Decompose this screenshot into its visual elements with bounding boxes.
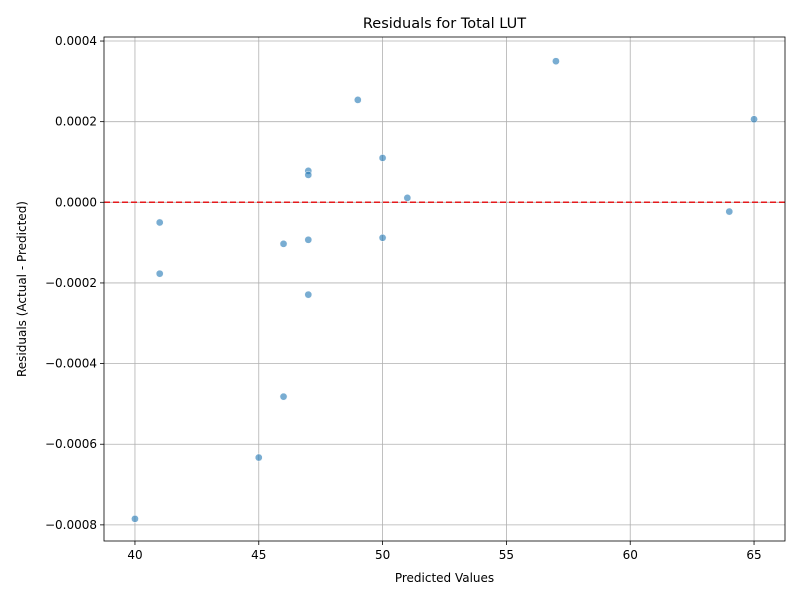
y-tick-label: 0.0002 bbox=[55, 115, 97, 129]
chart-title: Residuals for Total LUT bbox=[363, 16, 526, 32]
y-tick-label: −0.0008 bbox=[45, 518, 97, 532]
data-point bbox=[403, 194, 412, 202]
data-point bbox=[279, 239, 288, 248]
y-axis-ticks: −0.0008 −0.0006 −0.0004 −0.0002 0.0000 0.0002… bbox=[45, 34, 104, 532]
data-point bbox=[353, 96, 362, 104]
data-point bbox=[131, 514, 139, 523]
data-point bbox=[750, 115, 758, 124]
y-tick-label: −0.0002 bbox=[45, 276, 97, 290]
data-point bbox=[552, 57, 560, 66]
x-axis-label: Predicted Values bbox=[395, 571, 494, 585]
x-axis-ticks: 40 45 50 55 60 65 bbox=[127, 541, 762, 562]
y-tick-label: 0.0000 bbox=[55, 195, 97, 209]
x-tick-label: 55 bbox=[499, 548, 514, 562]
x-tick-label: 50 bbox=[375, 548, 390, 562]
data-point bbox=[304, 290, 313, 299]
data-point bbox=[304, 171, 313, 179]
data-point bbox=[304, 235, 313, 244]
data-point bbox=[378, 154, 387, 162]
data-point bbox=[155, 269, 164, 278]
data-point bbox=[254, 453, 263, 462]
data-point bbox=[155, 218, 164, 227]
data-point bbox=[725, 207, 734, 216]
x-tick-label: 40 bbox=[127, 548, 142, 562]
x-tick-label: 45 bbox=[251, 548, 266, 562]
plot-frame bbox=[103, 36, 786, 542]
data-point bbox=[279, 392, 288, 401]
y-axis-label: Residuals (Actual - Predicted) bbox=[15, 201, 29, 377]
y-tick-label: −0.0004 bbox=[45, 357, 97, 371]
y-tick-label: −0.0006 bbox=[45, 437, 97, 451]
y-tick-label: 0.0004 bbox=[55, 34, 97, 48]
data-point bbox=[378, 233, 387, 242]
x-tick-label: 65 bbox=[746, 548, 761, 562]
data-points bbox=[131, 57, 758, 523]
x-tick-label: 60 bbox=[623, 548, 638, 562]
